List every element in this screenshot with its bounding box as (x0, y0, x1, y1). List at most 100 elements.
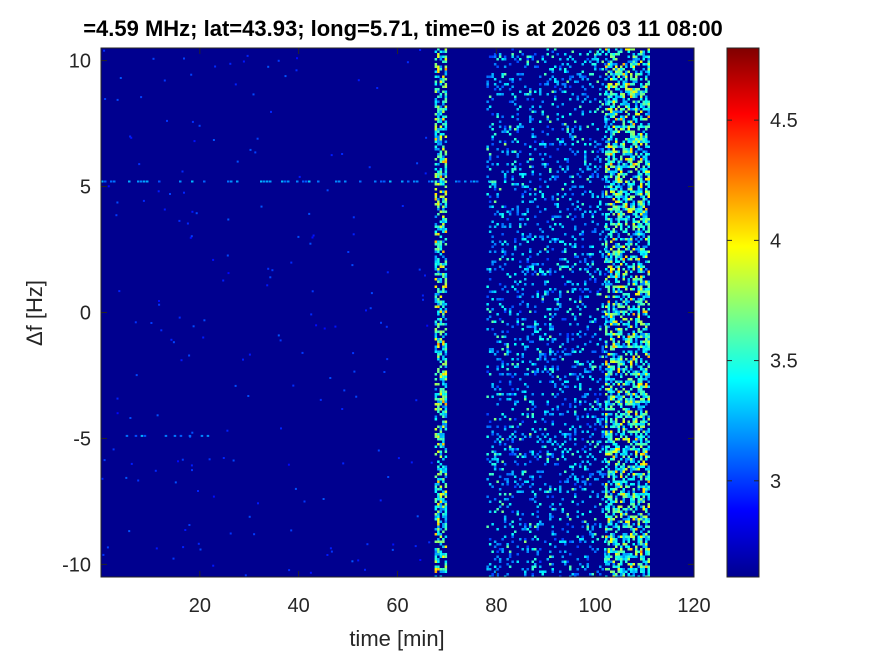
heatmap-cell (642, 373, 645, 376)
heatmap-cell (637, 208, 640, 211)
heatmap-cell (645, 430, 648, 433)
heatmap-cell (581, 290, 584, 293)
heatmap-cell (534, 193, 537, 196)
heatmap-cell (434, 528, 438, 531)
heatmap-cell (642, 393, 645, 396)
heatmap-cell (439, 473, 443, 476)
heatmap-cell (521, 420, 524, 423)
heatmap-cell (581, 348, 584, 351)
heatmap-cell (183, 191, 185, 194)
heatmap-cell (625, 520, 628, 523)
heatmap-cell (630, 318, 633, 321)
heatmap-cell (637, 500, 640, 503)
heatmap-cell (612, 305, 615, 308)
heatmap-cell (625, 203, 628, 206)
heatmap-cell (434, 248, 438, 251)
heatmap-cell (496, 58, 499, 61)
heatmap-cell (524, 525, 527, 528)
heatmap-cell (647, 498, 650, 501)
heatmap-cell (617, 83, 620, 86)
heatmap-cell (437, 343, 440, 346)
heatmap-cell (442, 160, 445, 163)
heatmap-cell (625, 570, 628, 573)
heatmap-cell (645, 448, 648, 451)
heatmap-cell (605, 350, 608, 353)
heatmap-cell (605, 228, 608, 231)
heatmap-cell (625, 75, 628, 78)
heatmap-cell (645, 548, 648, 551)
heatmap-cell (501, 320, 504, 323)
heatmap-cell (617, 345, 620, 348)
heatmap-cell (516, 463, 519, 466)
heatmap-cell (607, 295, 610, 298)
heatmap-cell (610, 95, 613, 98)
heatmap-cell (647, 495, 650, 498)
heatmap-cell (625, 85, 628, 88)
heatmap-cell (496, 93, 499, 96)
heatmap-cell (612, 253, 615, 256)
heatmap-cell (617, 145, 620, 148)
heatmap-cell (559, 473, 562, 476)
heatmap-cell (534, 110, 537, 113)
heatmap-cell (630, 310, 633, 313)
heatmap-cell (434, 553, 438, 556)
heatmap-cell (620, 70, 623, 73)
heatmap-cell (591, 405, 594, 408)
heatmap-cell (645, 78, 648, 81)
heatmap-cell (496, 385, 499, 388)
heatmap-cell (617, 253, 620, 256)
heatmap-cell (610, 403, 613, 406)
heatmap-cell (620, 213, 623, 216)
heatmap-cell (442, 225, 445, 228)
heatmap-cell (625, 100, 628, 103)
heatmap-cell (564, 433, 567, 436)
heatmap-cell (574, 80, 577, 83)
heatmap-cell (591, 433, 594, 436)
heatmap-cell (439, 495, 443, 498)
heatmap-cell (632, 213, 635, 216)
heatmap-cell (434, 168, 438, 171)
heatmap-cell (508, 63, 512, 66)
heatmap-cell (541, 573, 544, 576)
heatmap-cell (635, 238, 638, 241)
heatmap-cell (637, 443, 640, 446)
heatmap-cell (610, 533, 613, 536)
heatmap-cell (561, 443, 564, 446)
heatmap-cell (498, 373, 502, 376)
heatmap-cell (617, 450, 620, 453)
heatmap-cell (442, 273, 445, 276)
heatmap-cell (586, 393, 589, 396)
heatmap-cell (647, 230, 650, 233)
heatmap-cell (529, 180, 532, 183)
heatmap-cell (610, 570, 613, 573)
heatmap-cell (571, 235, 574, 238)
heatmap-cell (591, 260, 594, 263)
heatmap-cell (491, 235, 494, 238)
heatmap-cell (635, 110, 638, 113)
heatmap-cell (637, 138, 640, 141)
heatmap-cell (635, 163, 638, 166)
heatmap-cell (524, 573, 527, 576)
heatmap-cell (635, 60, 638, 63)
heatmap-cell (444, 160, 448, 163)
y-tick-label: 10 (69, 51, 91, 73)
heatmap-cell (630, 63, 633, 66)
heatmap-cell (617, 460, 620, 463)
heatmap-cell (290, 261, 293, 264)
heatmap-cell (607, 468, 610, 471)
heatmap-cell (617, 480, 620, 483)
heatmap-cell (635, 375, 638, 378)
heatmap-cell (594, 318, 597, 321)
heatmap-cell (93, 418, 95, 420)
heatmap-cell (604, 458, 607, 461)
heatmap-cell (584, 75, 587, 78)
heatmap-cell (503, 525, 507, 528)
heatmap-cell (508, 523, 512, 526)
heatmap-cell (589, 278, 592, 281)
heatmap-cell (439, 78, 443, 81)
heatmap-cell (442, 265, 445, 268)
heatmap-cell (635, 358, 638, 361)
heatmap-cell (632, 223, 635, 226)
heatmap-cell (622, 448, 625, 451)
heatmap-cell (526, 258, 529, 261)
